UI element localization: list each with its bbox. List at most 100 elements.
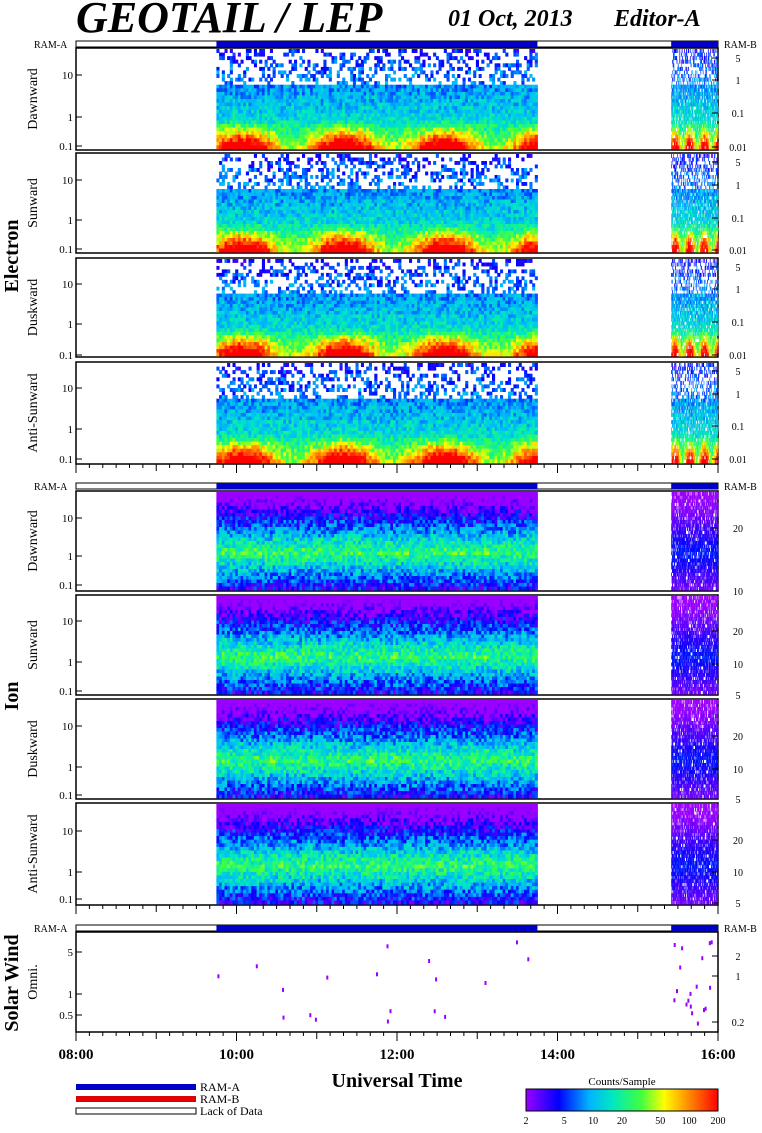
spectrogram-cell bbox=[369, 85, 372, 89]
spectrogram-cell bbox=[254, 99, 257, 103]
spectrogram-cell bbox=[334, 110, 337, 114]
spectrogram-cell bbox=[259, 145, 262, 149]
spectrogram-cell bbox=[251, 145, 254, 149]
spectrogram-cell bbox=[267, 81, 270, 85]
spectrogram-cell bbox=[227, 56, 230, 60]
spectrogram-cell bbox=[340, 56, 343, 60]
spectrogram-cell bbox=[307, 70, 310, 74]
spectrogram-cell bbox=[329, 74, 332, 78]
spectrogram-cell bbox=[283, 99, 286, 103]
spectrogram-cell bbox=[305, 117, 308, 121]
spectrogram-cell bbox=[337, 81, 340, 85]
spectrogram-cell bbox=[233, 103, 236, 107]
spectrogram-cell bbox=[283, 138, 286, 142]
spectrogram-cell bbox=[369, 131, 372, 135]
spectrogram-cell bbox=[340, 99, 343, 103]
spectrogram-cell bbox=[265, 88, 268, 92]
spectrogram-cell bbox=[219, 117, 222, 121]
spectrogram-cell bbox=[281, 88, 284, 92]
spectrogram-cell bbox=[366, 74, 369, 78]
spectrogram-cell bbox=[326, 88, 329, 92]
spectrogram-cell bbox=[249, 110, 252, 114]
spectrogram-cell bbox=[219, 110, 222, 114]
spectrogram-cell bbox=[270, 63, 273, 67]
spectrogram-cell bbox=[294, 63, 297, 67]
spectrogram-cell bbox=[372, 124, 375, 128]
spectrogram-cell bbox=[230, 60, 233, 64]
spectrogram-cell bbox=[238, 95, 241, 99]
spectrogram-cell bbox=[358, 135, 361, 139]
spectrogram-cell bbox=[329, 120, 332, 124]
spectrogram-cell bbox=[249, 88, 252, 92]
spectrogram-cell bbox=[291, 53, 294, 57]
spectrogram-cell bbox=[315, 92, 318, 96]
spectrogram-cell bbox=[262, 88, 265, 92]
spectrogram-cell bbox=[259, 60, 262, 64]
spectrogram-cell bbox=[233, 106, 236, 110]
spectrogram-cell bbox=[246, 67, 249, 71]
spectrogram-cell bbox=[230, 99, 233, 103]
spectrogram-cell bbox=[281, 135, 284, 139]
spectrogram-cell bbox=[337, 106, 340, 110]
spectrogram-cell bbox=[291, 85, 294, 89]
spectrogram-cell bbox=[281, 70, 284, 74]
spectrogram-cell bbox=[348, 128, 351, 132]
spectrogram-cell bbox=[302, 142, 305, 146]
spectrogram-cell bbox=[326, 85, 329, 89]
spectrogram-cell bbox=[369, 67, 372, 71]
spectrogram-cell bbox=[326, 95, 329, 99]
spectrogram-cell bbox=[297, 106, 300, 110]
spectrogram-cell bbox=[337, 110, 340, 114]
spectrogram-cell bbox=[334, 117, 337, 121]
spectrogram-cell bbox=[243, 70, 246, 74]
spectrogram-cell bbox=[326, 117, 329, 121]
spectrogram-cell bbox=[251, 95, 254, 99]
spectrogram-cell bbox=[265, 138, 268, 142]
spectrogram-cell bbox=[323, 138, 326, 142]
spectrogram-cell bbox=[270, 117, 273, 121]
spectrogram-cell bbox=[259, 85, 262, 89]
spectrogram-cell bbox=[265, 63, 268, 67]
spectrogram-cell bbox=[326, 67, 329, 71]
spectrogram-cell bbox=[345, 145, 348, 149]
spectrogram-cell bbox=[361, 113, 364, 117]
spectrogram-cell bbox=[305, 85, 308, 89]
spectrogram-cell bbox=[318, 103, 321, 107]
spectrogram-cell bbox=[251, 138, 254, 142]
spectrogram-cell bbox=[273, 113, 276, 117]
spectrogram-cell bbox=[294, 106, 297, 110]
spectrogram-cell bbox=[283, 131, 286, 135]
spectrogram-cell bbox=[356, 135, 359, 139]
spectrogram-cell bbox=[273, 95, 276, 99]
spectrogram-cell bbox=[340, 85, 343, 89]
spectrogram-cell bbox=[369, 120, 372, 124]
spectrogram-cell bbox=[219, 131, 222, 135]
spectrogram-cell bbox=[369, 95, 372, 99]
spectrogram-cell bbox=[233, 120, 236, 124]
spectrogram-cell bbox=[294, 92, 297, 96]
spectrogram-cell bbox=[227, 113, 230, 117]
spectrogram-cell bbox=[219, 106, 222, 110]
spectrogram-cell bbox=[323, 135, 326, 139]
spectrogram-cell bbox=[313, 138, 316, 142]
spectrogram-cell bbox=[305, 103, 308, 107]
spectrogram-cell bbox=[356, 138, 359, 142]
spectrogram-cell bbox=[366, 131, 369, 135]
spectrogram-cell bbox=[233, 135, 236, 139]
spectrogram-cell bbox=[334, 56, 337, 60]
spectrogram-cell bbox=[305, 128, 308, 132]
spectrogram-cell bbox=[318, 142, 321, 146]
spectrogram-cell bbox=[366, 81, 369, 85]
spectrogram-cell bbox=[348, 110, 351, 114]
spectrogram-cell bbox=[286, 128, 289, 132]
spectrogram-cell bbox=[243, 103, 246, 107]
spectrogram-cell bbox=[241, 142, 244, 146]
spectrogram-cell bbox=[369, 145, 372, 149]
spectrogram-cell bbox=[323, 60, 326, 64]
spectrogram-cell bbox=[318, 92, 321, 96]
spectrogram-cell bbox=[281, 113, 284, 117]
spectrogram-cell bbox=[259, 95, 262, 99]
spectrogram-cell bbox=[337, 70, 340, 74]
spectrogram-cell bbox=[337, 99, 340, 103]
spectrogram-cell bbox=[361, 67, 364, 71]
